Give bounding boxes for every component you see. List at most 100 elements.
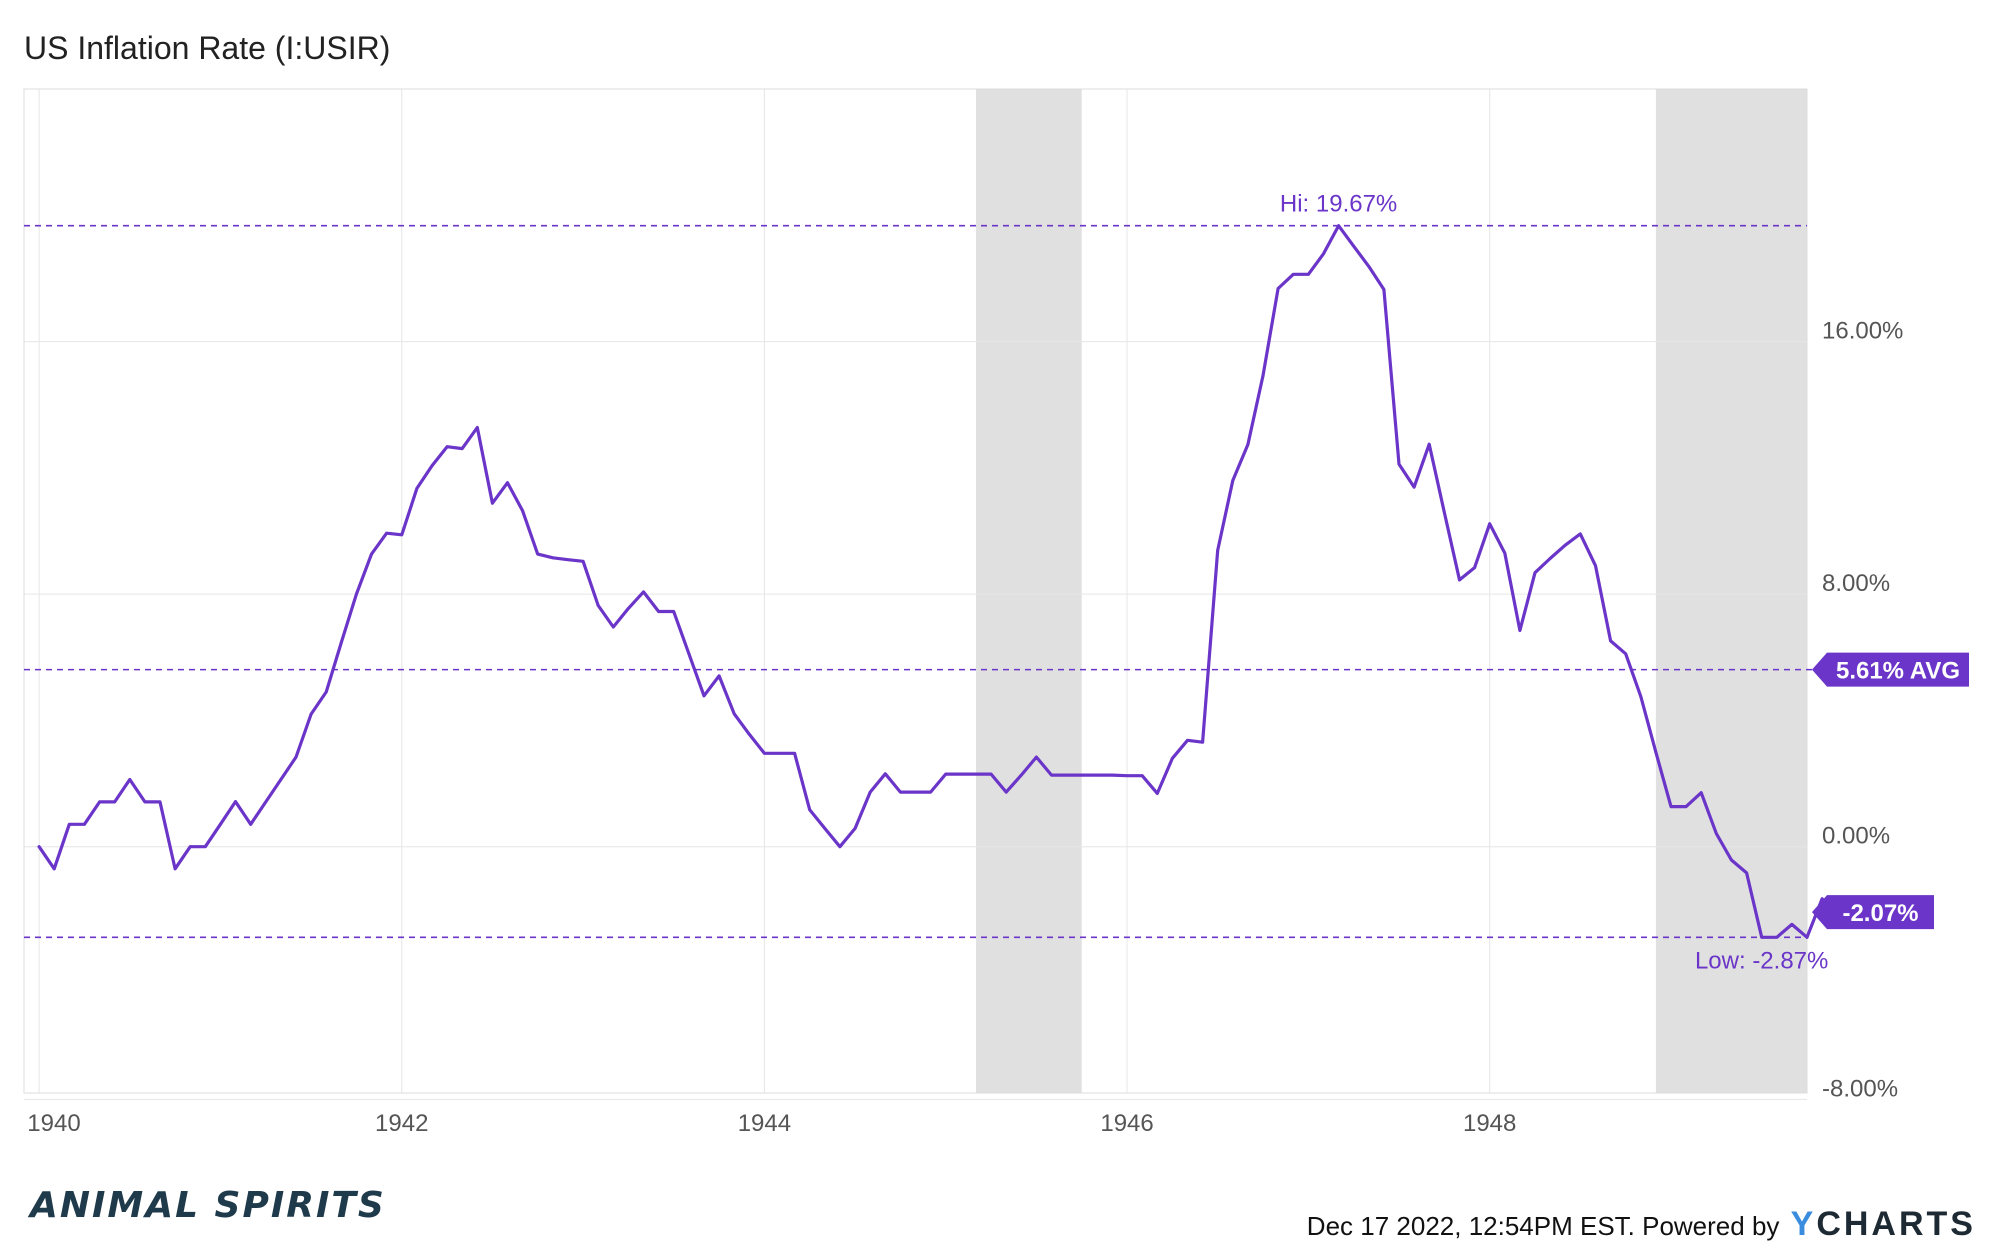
- series-point: [188, 845, 192, 849]
- animal-spirits-logo: ANIMAL SPIRITS: [30, 1185, 386, 1226]
- last-value-tag: [1812, 895, 1934, 930]
- series-point: [68, 823, 71, 826]
- series-point: [143, 800, 147, 804]
- series-point: [1004, 790, 1008, 794]
- series-point: [83, 823, 86, 826]
- series-point: [1790, 923, 1794, 926]
- series-point: [1216, 548, 1220, 552]
- series-point: [204, 845, 207, 849]
- series-point: [627, 607, 630, 610]
- chart-title: US Inflation Rate (I:USIR): [24, 30, 391, 66]
- series-point: [732, 712, 736, 716]
- series-point: [1171, 757, 1174, 760]
- series-point: [1639, 695, 1643, 698]
- series-point: [1291, 273, 1295, 276]
- x-tick-label: 1946: [1100, 1110, 1153, 1137]
- last-value-label: -2.07%: [1842, 900, 1918, 927]
- series-point: [52, 867, 56, 871]
- series-point: [1155, 792, 1159, 795]
- series-point: [989, 772, 993, 776]
- series-point: [1669, 805, 1673, 808]
- series-point: [430, 464, 434, 467]
- y-tick-label: 8.00%: [1822, 570, 1890, 597]
- series-point: [959, 772, 963, 776]
- series-point: [1503, 551, 1507, 555]
- series-point: [506, 481, 509, 485]
- x-tick-label: 1940: [27, 1110, 80, 1137]
- series-point: [37, 845, 41, 849]
- series-point: [1231, 479, 1235, 482]
- series-point: [1654, 751, 1658, 754]
- series-point: [173, 867, 177, 871]
- footer-timestamp: Dec 17 2022, 12:54PM EST. Powered by: [1306, 1211, 1780, 1241]
- x-tick-label: 1944: [738, 1110, 791, 1137]
- series-point: [1019, 773, 1023, 777]
- recession-band-1: [975, 89, 1082, 1093]
- series-point: [324, 690, 328, 694]
- series-point: [702, 694, 706, 698]
- series-point: [778, 751, 781, 755]
- series-point: [793, 751, 796, 755]
- recession-band-2: [1655, 89, 1807, 1093]
- series-point: [1080, 773, 1084, 777]
- ycharts-logo-text: CHARTS: [1816, 1205, 1976, 1243]
- series-point: [1427, 442, 1431, 446]
- reference-lines: Hi: 19.67% Low: -2.87%: [24, 191, 1828, 974]
- series-point: [249, 823, 252, 826]
- series-point: [1458, 578, 1461, 582]
- series-point: [763, 751, 766, 755]
- series-point: [370, 552, 373, 556]
- y-tick-label: 16.00%: [1822, 318, 1903, 345]
- series-point: [823, 827, 827, 830]
- series-point: [158, 800, 162, 804]
- series-point: [1065, 773, 1068, 777]
- series-point: [581, 560, 585, 563]
- series-point: [914, 790, 917, 794]
- series-point: [1473, 566, 1476, 569]
- series-point: [1412, 485, 1416, 489]
- series-point: [521, 509, 524, 513]
- series-point: [1095, 773, 1099, 777]
- series-point: [1624, 652, 1627, 656]
- series-point: [1760, 936, 1763, 939]
- series-point: [838, 845, 842, 849]
- y-axis-ticks: 16.00% 8.00% 0.00% -8.00%: [1822, 318, 1903, 1103]
- series-point: [355, 592, 358, 596]
- series-point: [1609, 639, 1612, 643]
- series-point: [445, 445, 449, 449]
- series-point: [929, 790, 932, 794]
- series-point: [611, 625, 615, 629]
- series-point: [1367, 265, 1371, 268]
- y-tick-label: 0.00%: [1822, 823, 1890, 850]
- value-tags: 5.61% AVG -2.07%: [1812, 652, 1969, 930]
- series-point: [1563, 543, 1567, 547]
- series-point: [460, 447, 464, 450]
- series-group: [37, 224, 1839, 939]
- series-point: [1246, 443, 1250, 446]
- series-point: [747, 733, 751, 736]
- series-point: [219, 823, 222, 826]
- series-point: [883, 772, 887, 776]
- series-point: [1322, 252, 1325, 256]
- series-point: [1488, 522, 1491, 526]
- series-point: [1382, 288, 1386, 291]
- series-point: [1397, 462, 1401, 466]
- plot-frame: [23, 88, 1808, 1094]
- series-point: [476, 426, 479, 429]
- series-point: [808, 808, 812, 812]
- series-point: [1337, 224, 1340, 228]
- series-point: [98, 800, 101, 804]
- series-point: [536, 552, 540, 556]
- series-point: [1110, 773, 1114, 777]
- series-point: [1805, 936, 1809, 939]
- series-point: [294, 755, 298, 759]
- ycharts-logo[interactable]: YCHARTS: [1791, 1205, 1976, 1243]
- recession-bands: [975, 89, 1807, 1093]
- series-point: [642, 590, 645, 594]
- series-point: [415, 487, 419, 490]
- series-point: [1730, 858, 1733, 862]
- series-line: [37, 224, 1839, 939]
- series-point: [566, 558, 570, 562]
- series-point: [868, 790, 872, 794]
